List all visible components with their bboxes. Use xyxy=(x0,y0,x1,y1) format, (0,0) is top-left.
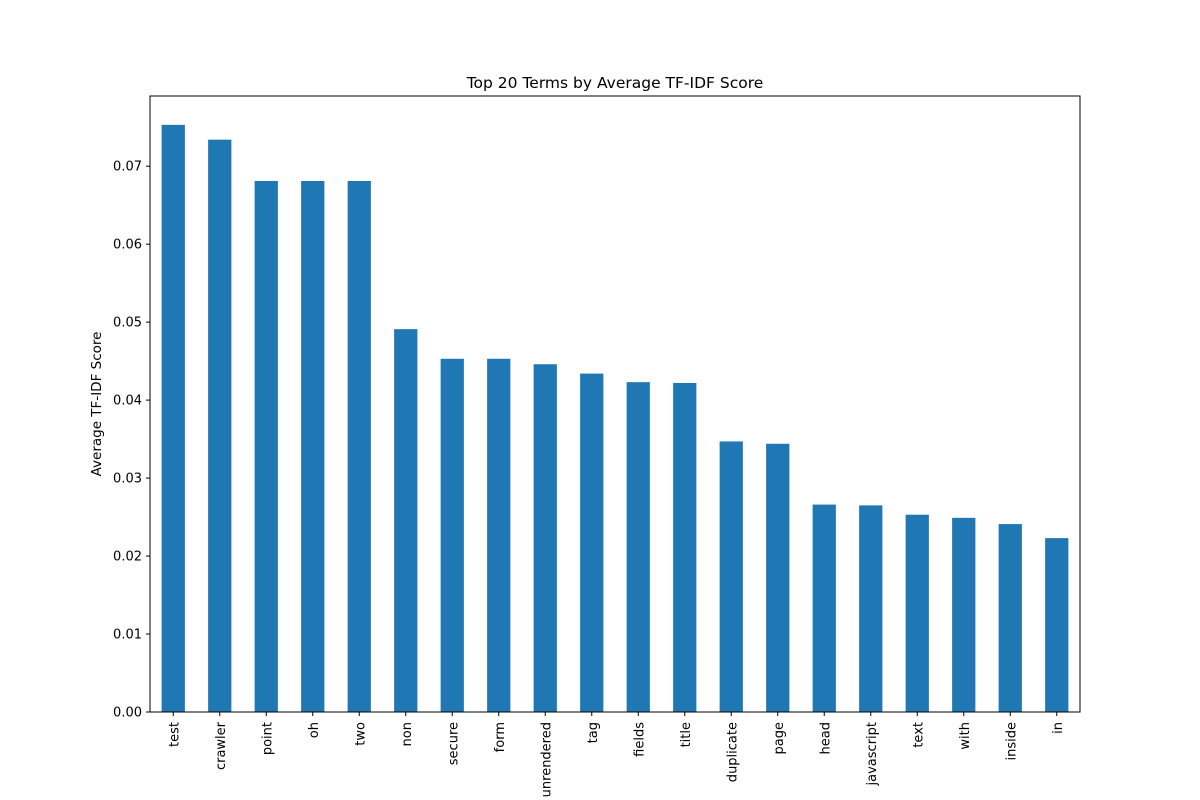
x-tick-label: crawler xyxy=(214,721,229,770)
x-tick-label: duplicate xyxy=(725,722,740,782)
bar-head xyxy=(812,504,836,712)
x-tick-label: form xyxy=(493,722,508,752)
bar-javascript xyxy=(859,505,883,712)
y-tick-label: 0.07 xyxy=(113,160,142,175)
x-tick-label: point xyxy=(260,722,275,755)
x-tick-label: with xyxy=(958,722,973,750)
bar-with xyxy=(952,517,976,712)
y-tick-label: 0.04 xyxy=(113,394,142,409)
y-tick-label: 0.06 xyxy=(113,238,142,253)
x-tick-label: secure xyxy=(446,722,461,765)
bar-text xyxy=(905,514,929,712)
x-tick-label: two xyxy=(353,722,368,746)
y-tick-label: 0.01 xyxy=(113,628,142,643)
x-tick-label: test xyxy=(167,722,182,747)
bars-group xyxy=(161,124,1069,713)
bar-secure xyxy=(440,358,464,712)
x-tick-label: oh xyxy=(307,722,322,738)
y-axis-label: Average TF-IDF Score xyxy=(89,332,105,477)
bar-inside xyxy=(998,524,1022,712)
bar-tag xyxy=(580,373,604,712)
x-tick-label: head xyxy=(818,722,833,754)
x-tick-label: non xyxy=(400,722,415,746)
x-tick-label: page xyxy=(772,722,787,754)
x-tick-label: fields xyxy=(632,722,647,757)
bar-test xyxy=(161,124,185,713)
x-tick-label: in xyxy=(1051,722,1066,734)
x-tick-label: javascript xyxy=(865,722,880,786)
x-axis-ticks: test crawler point oh two non secure form unrend… xyxy=(167,712,1066,797)
x-tick-label: tag xyxy=(586,722,601,743)
plot-frame xyxy=(149,95,1081,713)
bar-page xyxy=(766,443,790,712)
bar-two xyxy=(347,180,371,713)
bar-non xyxy=(394,329,418,712)
y-tick-label: 0.03 xyxy=(113,472,142,487)
bar-title xyxy=(673,382,697,712)
y-tick-label: 0.05 xyxy=(113,316,142,331)
y-axis-ticks: 0.00 0.01 0.02 0.03 0.04 0.05 0.06 0.07 xyxy=(113,160,150,721)
bar-duplicate xyxy=(719,441,743,712)
x-tick-label: text xyxy=(911,722,926,748)
y-tick-label: 0.02 xyxy=(113,550,142,565)
x-tick-label: inside xyxy=(1004,722,1019,761)
bar-crawler xyxy=(208,139,232,713)
bar-fields xyxy=(626,382,650,712)
y-tick-label: 0.00 xyxy=(113,706,142,721)
x-tick-label: title xyxy=(679,722,694,747)
bar-unrendered xyxy=(533,364,557,712)
bar-form xyxy=(487,358,511,712)
x-tick-label: unrendered xyxy=(539,722,554,797)
chart-title: Top 20 Terms by Average TF-IDF Score xyxy=(466,74,764,92)
bar-point xyxy=(254,180,278,713)
bar-oh xyxy=(301,180,325,713)
bar-in xyxy=(1045,538,1069,712)
